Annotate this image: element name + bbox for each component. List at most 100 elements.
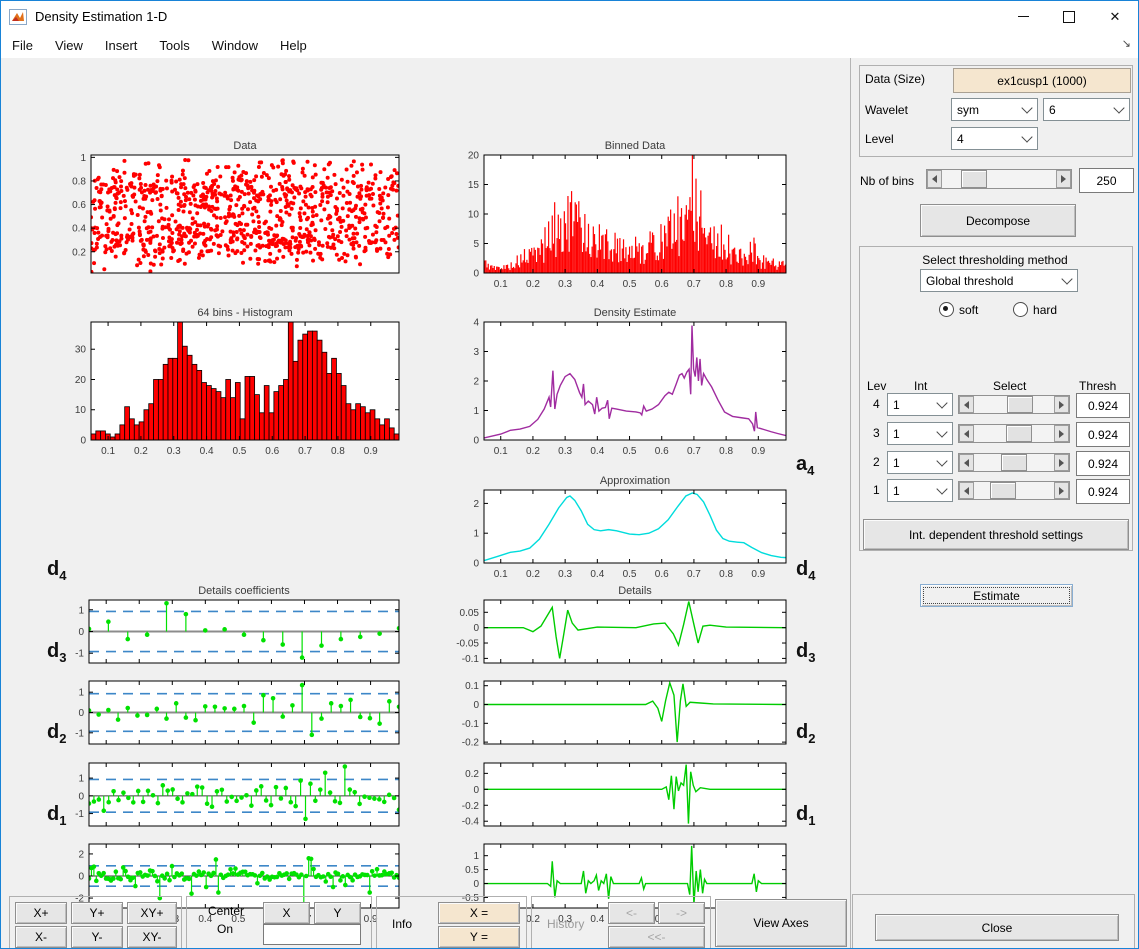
svg-text:0: 0 <box>473 623 479 634</box>
slider-thumb[interactable] <box>1007 396 1034 413</box>
approximation-plot[interactable]: 0 1 2 0.1 0.2 0.3 0.4 0.5 0.6 0.7 0.8 0.9 Approximat… <box>473 475 787 580</box>
close-button[interactable]: Close <box>875 914 1119 941</box>
slider-left-arrow-icon[interactable] <box>927 170 942 188</box>
d2-coefficients-plot[interactable]: -1 0 1 <box>75 762 400 827</box>
wavelet-label: Wavelet <box>865 103 908 117</box>
nb-of-bins-slider[interactable] <box>926 169 1072 189</box>
density-estimate-plot[interactable]: 0 1 2 3 4 0.1 0.2 0.3 0.4 0.5 0.6 0.7 0.8 0.9 Density … <box>473 307 787 457</box>
svg-text:-0.2: -0.2 <box>462 801 480 812</box>
history-next-button[interactable]: -> <box>658 902 705 924</box>
zoom-xy-plus-button[interactable]: XY+ <box>127 902 177 924</box>
info-x-button[interactable]: X = <box>438 902 520 924</box>
row2-thresh-value[interactable]: 0.924 <box>1076 451 1130 476</box>
slider-left-arrow-icon[interactable] <box>959 425 974 442</box>
history-prev-button[interactable]: <- <box>608 902 655 924</box>
soft-radio[interactable] <box>939 302 954 318</box>
histogram-64-plot[interactable]: 0 10 20 30 0.1 0.2 0.3 0.4 0.5 0.6 0.7 0.8 0.9 64 bin… <box>75 307 400 457</box>
zoom-x-plus-button[interactable]: X+ <box>15 902 67 924</box>
row3-int-select[interactable]: 1 <box>887 422 953 445</box>
slider-left-arrow-icon[interactable] <box>959 396 974 413</box>
slider-right-arrow-icon[interactable] <box>1056 170 1071 188</box>
zoom-xy-minus-button[interactable]: XY- <box>127 926 177 948</box>
level-select[interactable]: 4 <box>951 127 1038 150</box>
svg-text:1: 1 <box>78 688 84 699</box>
slider-track[interactable] <box>974 425 1054 442</box>
d4-coefficients-plot[interactable]: -1 0 1 Details coefficients <box>75 585 400 664</box>
int-dependent-threshold-button[interactable]: Int. dependent threshold settings <box>863 519 1129 550</box>
binned-data-plot[interactable]: 0 5 10 15 20 0.1 0.2 0.3 0.4 0.5 0.6 0.7 0.8 0.9 Binne… <box>468 140 787 290</box>
svg-text:0.9: 0.9 <box>364 914 378 925</box>
svg-text:0.1: 0.1 <box>494 279 508 290</box>
d3-detail-label: d3 <box>796 640 816 665</box>
svg-text:0.7: 0.7 <box>687 446 701 457</box>
estimate-button[interactable]: Estimate <box>920 584 1073 607</box>
slider-left-arrow-icon[interactable] <box>959 482 974 499</box>
slider-right-arrow-icon[interactable] <box>1054 454 1069 471</box>
slider-track[interactable] <box>942 170 1056 188</box>
center-on-input[interactable] <box>263 924 361 945</box>
center-x-button[interactable]: X <box>263 902 310 924</box>
menu-help[interactable]: Help <box>280 37 307 53</box>
row3-select-slider[interactable] <box>958 424 1070 443</box>
dock-icon[interactable]: ↘ <box>1121 38 1131 50</box>
wavelet-number-select[interactable]: 6 <box>1043 98 1130 121</box>
slider-thumb[interactable] <box>1006 425 1033 442</box>
d2-details-plot[interactable]: -0.4 -0.2 0 0.2 <box>462 762 787 828</box>
data-plot[interactable]: 0.2 0.4 0.6 0.8 1 Data <box>72 140 400 274</box>
nb-of-bins-value[interactable]: 250 <box>1079 168 1134 193</box>
svg-text:0.7: 0.7 <box>687 569 701 580</box>
slider-thumb[interactable] <box>990 482 1017 499</box>
row4-select-slider[interactable] <box>958 395 1070 414</box>
slider-thumb[interactable] <box>961 170 988 188</box>
history-first-button[interactable]: <<- <box>608 926 705 948</box>
row2-int-select[interactable]: 1 <box>887 451 953 474</box>
row4-int-select[interactable]: 1 <box>887 393 953 416</box>
slider-track[interactable] <box>974 482 1054 499</box>
d3-coefficients-plot[interactable]: -1 0 1 <box>75 680 400 745</box>
menu-view[interactable]: View <box>54 37 83 53</box>
row1-int-select[interactable]: 1 <box>887 479 953 502</box>
d3-details-plot[interactable]: -0.2 -0.1 0 0.1 <box>462 680 787 749</box>
row3-thresh-value[interactable]: 0.924 <box>1076 422 1130 447</box>
svg-text:Details coefficients: Details coefficients <box>198 585 290 597</box>
row4-thresh-value[interactable]: 0.924 <box>1076 393 1130 418</box>
slider-track[interactable] <box>974 396 1054 413</box>
minimize-button[interactable] <box>1000 1 1046 32</box>
menu-file[interactable]: File <box>12 37 33 53</box>
center-y-button[interactable]: Y <box>314 902 361 924</box>
svg-text:5: 5 <box>473 239 479 250</box>
close-window-button[interactable]: ✕ <box>1092 1 1138 32</box>
svg-text:0.8: 0.8 <box>331 446 345 457</box>
decompose-button[interactable]: Decompose <box>920 204 1076 237</box>
maximize-button[interactable] <box>1046 1 1092 32</box>
slider-left-arrow-icon[interactable] <box>959 454 974 471</box>
thresholding-method-select[interactable]: Global threshold <box>920 269 1078 292</box>
menu-window[interactable]: Window <box>211 37 259 53</box>
close-panel <box>852 894 1135 948</box>
view-axes-button[interactable]: View Axes <box>715 899 847 947</box>
info-y-button[interactable]: Y = <box>438 926 520 948</box>
svg-text:0.4: 0.4 <box>590 279 604 290</box>
slider-right-arrow-icon[interactable] <box>1054 396 1069 413</box>
row2-select-slider[interactable] <box>958 453 1070 472</box>
chevron-down-icon <box>936 483 948 495</box>
slider-track[interactable] <box>974 454 1054 471</box>
slider-thumb[interactable] <box>1001 454 1027 471</box>
zoom-y-minus-button[interactable]: Y- <box>71 926 123 948</box>
svg-text:0: 0 <box>473 879 479 890</box>
slider-right-arrow-icon[interactable] <box>1054 482 1069 499</box>
chevron-down-icon <box>1061 273 1073 285</box>
hard-radio[interactable] <box>1013 302 1029 318</box>
menu-insert[interactable]: Insert <box>104 37 138 53</box>
zoom-y-plus-button[interactable]: Y+ <box>71 902 123 924</box>
svg-text:1: 1 <box>473 851 479 862</box>
slider-right-arrow-icon[interactable] <box>1054 425 1069 442</box>
zoom-x-minus-button[interactable]: X- <box>15 926 67 948</box>
row1-thresh-value[interactable]: 0.924 <box>1076 479 1130 504</box>
menu-tools[interactable]: Tools <box>159 37 190 53</box>
wavelet-family-select[interactable]: sym <box>951 98 1038 121</box>
d4-details-plot[interactable]: -0.1 -0.05 0 0.05 Details <box>456 585 787 665</box>
chevron-down-icon <box>936 426 948 438</box>
row1-select-slider[interactable] <box>958 481 1070 500</box>
